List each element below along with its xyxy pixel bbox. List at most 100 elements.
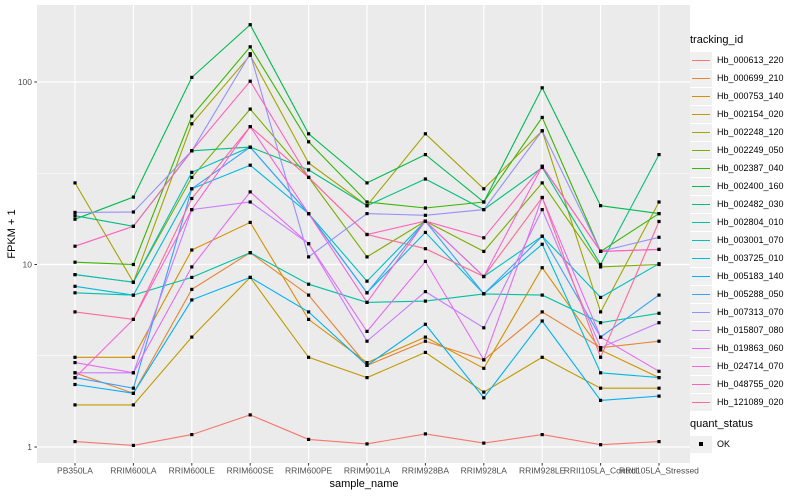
data-point	[657, 321, 661, 325]
legend-item: Hb_002249_050	[690, 141, 800, 159]
axis-tick-labels: PB350LA RRIM600LA RRIM600LE RRIM600SE RRIM60…	[18, 77, 699, 476]
data-point	[307, 168, 311, 172]
line-swatch-key	[690, 87, 712, 105]
line-swatch-icon	[692, 113, 710, 115]
data-point	[307, 161, 311, 165]
data-point	[190, 275, 194, 279]
legend-label: Hb_024714_070	[717, 361, 784, 371]
line-swatch-icon	[692, 275, 710, 277]
data-point	[248, 163, 252, 167]
legend-item: Hb_002804_010	[690, 213, 800, 231]
line-swatch-icon	[692, 311, 710, 313]
data-point	[131, 210, 135, 214]
data-point	[131, 403, 135, 407]
line-swatch-key	[690, 393, 712, 411]
data-point	[657, 212, 661, 216]
data-point	[482, 236, 486, 240]
line-swatch-key	[690, 213, 712, 231]
legend-item: Hb_000613_220	[690, 51, 800, 69]
legend-label: Hb_002387_040	[717, 163, 784, 173]
line-swatch-icon	[692, 401, 710, 403]
line-swatch-icon	[692, 365, 710, 367]
line-swatch-icon	[692, 131, 710, 133]
legend-label: Hb_007313_070	[717, 307, 784, 317]
legend-item-ok: OK	[690, 435, 800, 453]
data-point	[73, 210, 77, 214]
data-point	[657, 369, 661, 373]
data-point	[423, 322, 427, 326]
data-point	[657, 440, 661, 444]
data-point	[190, 170, 194, 174]
data-point	[190, 248, 194, 252]
line-swatch-key	[690, 375, 712, 393]
data-point	[73, 273, 77, 277]
data-point	[540, 266, 544, 270]
data-point	[540, 129, 544, 133]
data-point	[190, 287, 194, 291]
line-swatch-key	[690, 285, 712, 303]
data-point	[540, 293, 544, 297]
data-point	[365, 442, 369, 446]
data-point	[307, 282, 311, 286]
legend-label: Hb_002154_020	[717, 109, 784, 119]
data-point	[540, 195, 544, 200]
data-point	[540, 433, 544, 437]
legend-label: Hb_005288_050	[717, 289, 784, 299]
data-point	[73, 244, 77, 248]
data-point	[307, 255, 311, 259]
data-point	[423, 335, 427, 339]
legend-item: Hb_002400_160	[690, 177, 800, 195]
data-point	[423, 259, 427, 263]
line-swatch-icon	[692, 167, 710, 169]
data-point	[73, 181, 77, 185]
data-point	[248, 23, 252, 27]
data-point	[423, 206, 427, 210]
legend: tracking_id Hb_000613_220 Hb_000699_210 Hb…	[690, 34, 800, 453]
legend-label-ok: OK	[717, 439, 731, 449]
legend-items: Hb_000613_220 Hb_000699_210 Hb_000753_140 H…	[690, 51, 800, 411]
x-tick-label: RRIM928BA	[402, 466, 450, 476]
data-point	[190, 433, 194, 437]
legend-label: Hb_000699_210	[717, 73, 784, 83]
data-point	[73, 403, 77, 407]
line-swatch-key	[690, 267, 712, 285]
data-point	[73, 291, 77, 295]
data-point	[657, 394, 661, 398]
x-tick-label: PB350LA	[57, 466, 93, 476]
data-point	[248, 275, 252, 279]
data-point	[73, 217, 77, 221]
data-point	[657, 200, 661, 204]
data-point	[307, 140, 311, 144]
data-point	[248, 220, 252, 224]
data-point	[190, 114, 194, 118]
data-point	[482, 326, 486, 330]
data-point	[307, 355, 311, 359]
data-point	[190, 75, 194, 79]
line-swatch-key	[690, 357, 712, 375]
ok-point-key	[690, 435, 712, 453]
data-point	[657, 262, 661, 266]
legend-item: Hb_048755_020	[690, 375, 800, 393]
data-point	[365, 255, 369, 259]
data-point	[599, 249, 603, 253]
data-point	[131, 262, 135, 267]
data-point	[365, 361, 369, 365]
data-point	[482, 292, 486, 296]
line-swatch-key	[690, 51, 712, 69]
data-point	[599, 348, 603, 352]
data-point	[365, 181, 369, 185]
data-point	[482, 200, 486, 204]
legend-item: Hb_007313_070	[690, 303, 800, 321]
data-point	[73, 284, 77, 288]
line-swatch-key	[690, 321, 712, 339]
data-point	[423, 213, 427, 217]
data-point	[73, 310, 77, 314]
line-swatch-icon	[692, 149, 710, 151]
data-point	[423, 350, 427, 354]
data-point	[365, 212, 369, 216]
legend-item: Hb_015807_080	[690, 321, 800, 339]
line-swatch-key	[690, 105, 712, 123]
line-swatch-key	[690, 339, 712, 357]
data-point	[599, 335, 603, 339]
